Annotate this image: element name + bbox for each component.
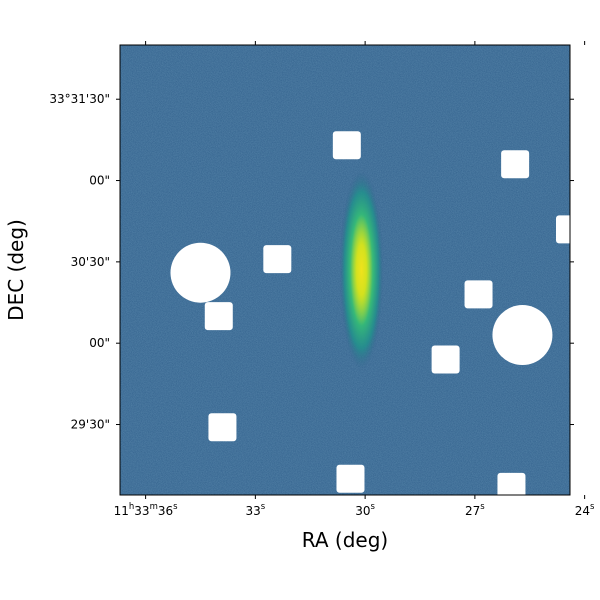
mask-square (332, 131, 361, 160)
x-tick-label: 33s (246, 502, 266, 518)
galaxy-source (339, 170, 384, 370)
mask-square (208, 413, 237, 442)
x-tick-label: 27s (465, 502, 485, 518)
x-axis-title: RA (deg) (302, 528, 388, 552)
y-axis-title: DEC (deg) (4, 219, 28, 321)
mask-circle (492, 305, 553, 366)
mask-square (431, 345, 460, 374)
mask-square (336, 464, 365, 493)
mask-square (497, 472, 526, 495)
y-axis-ticks: 33°31'30" 00" 30'30" 00" 29'30" (49, 92, 574, 432)
x-axis-ticks: 11h33m36s 33s 30s 27s 24s (114, 41, 595, 518)
mask-square (501, 150, 530, 179)
y-tick-label: 00" (89, 336, 110, 350)
x-tick-label: 11h33m36s (114, 502, 179, 518)
mask-square (204, 302, 233, 331)
mask-circle (170, 242, 231, 303)
mask-layer (170, 131, 599, 495)
mask-square (464, 280, 493, 309)
y-tick-label: 00" (89, 174, 110, 188)
mask-square (571, 234, 599, 262)
x-tick-label: 30s (355, 502, 375, 518)
mask-square (263, 245, 292, 274)
image-layer (120, 45, 599, 495)
x-tick-label: 24s (575, 502, 595, 518)
y-tick-label: 29'30" (71, 418, 110, 432)
y-tick-label: 30'30" (71, 255, 110, 269)
galaxy-core (350, 214, 373, 326)
mask-square (556, 215, 570, 244)
plot-frame (119, 44, 571, 496)
y-tick-label: 33°31'30" (49, 92, 110, 106)
